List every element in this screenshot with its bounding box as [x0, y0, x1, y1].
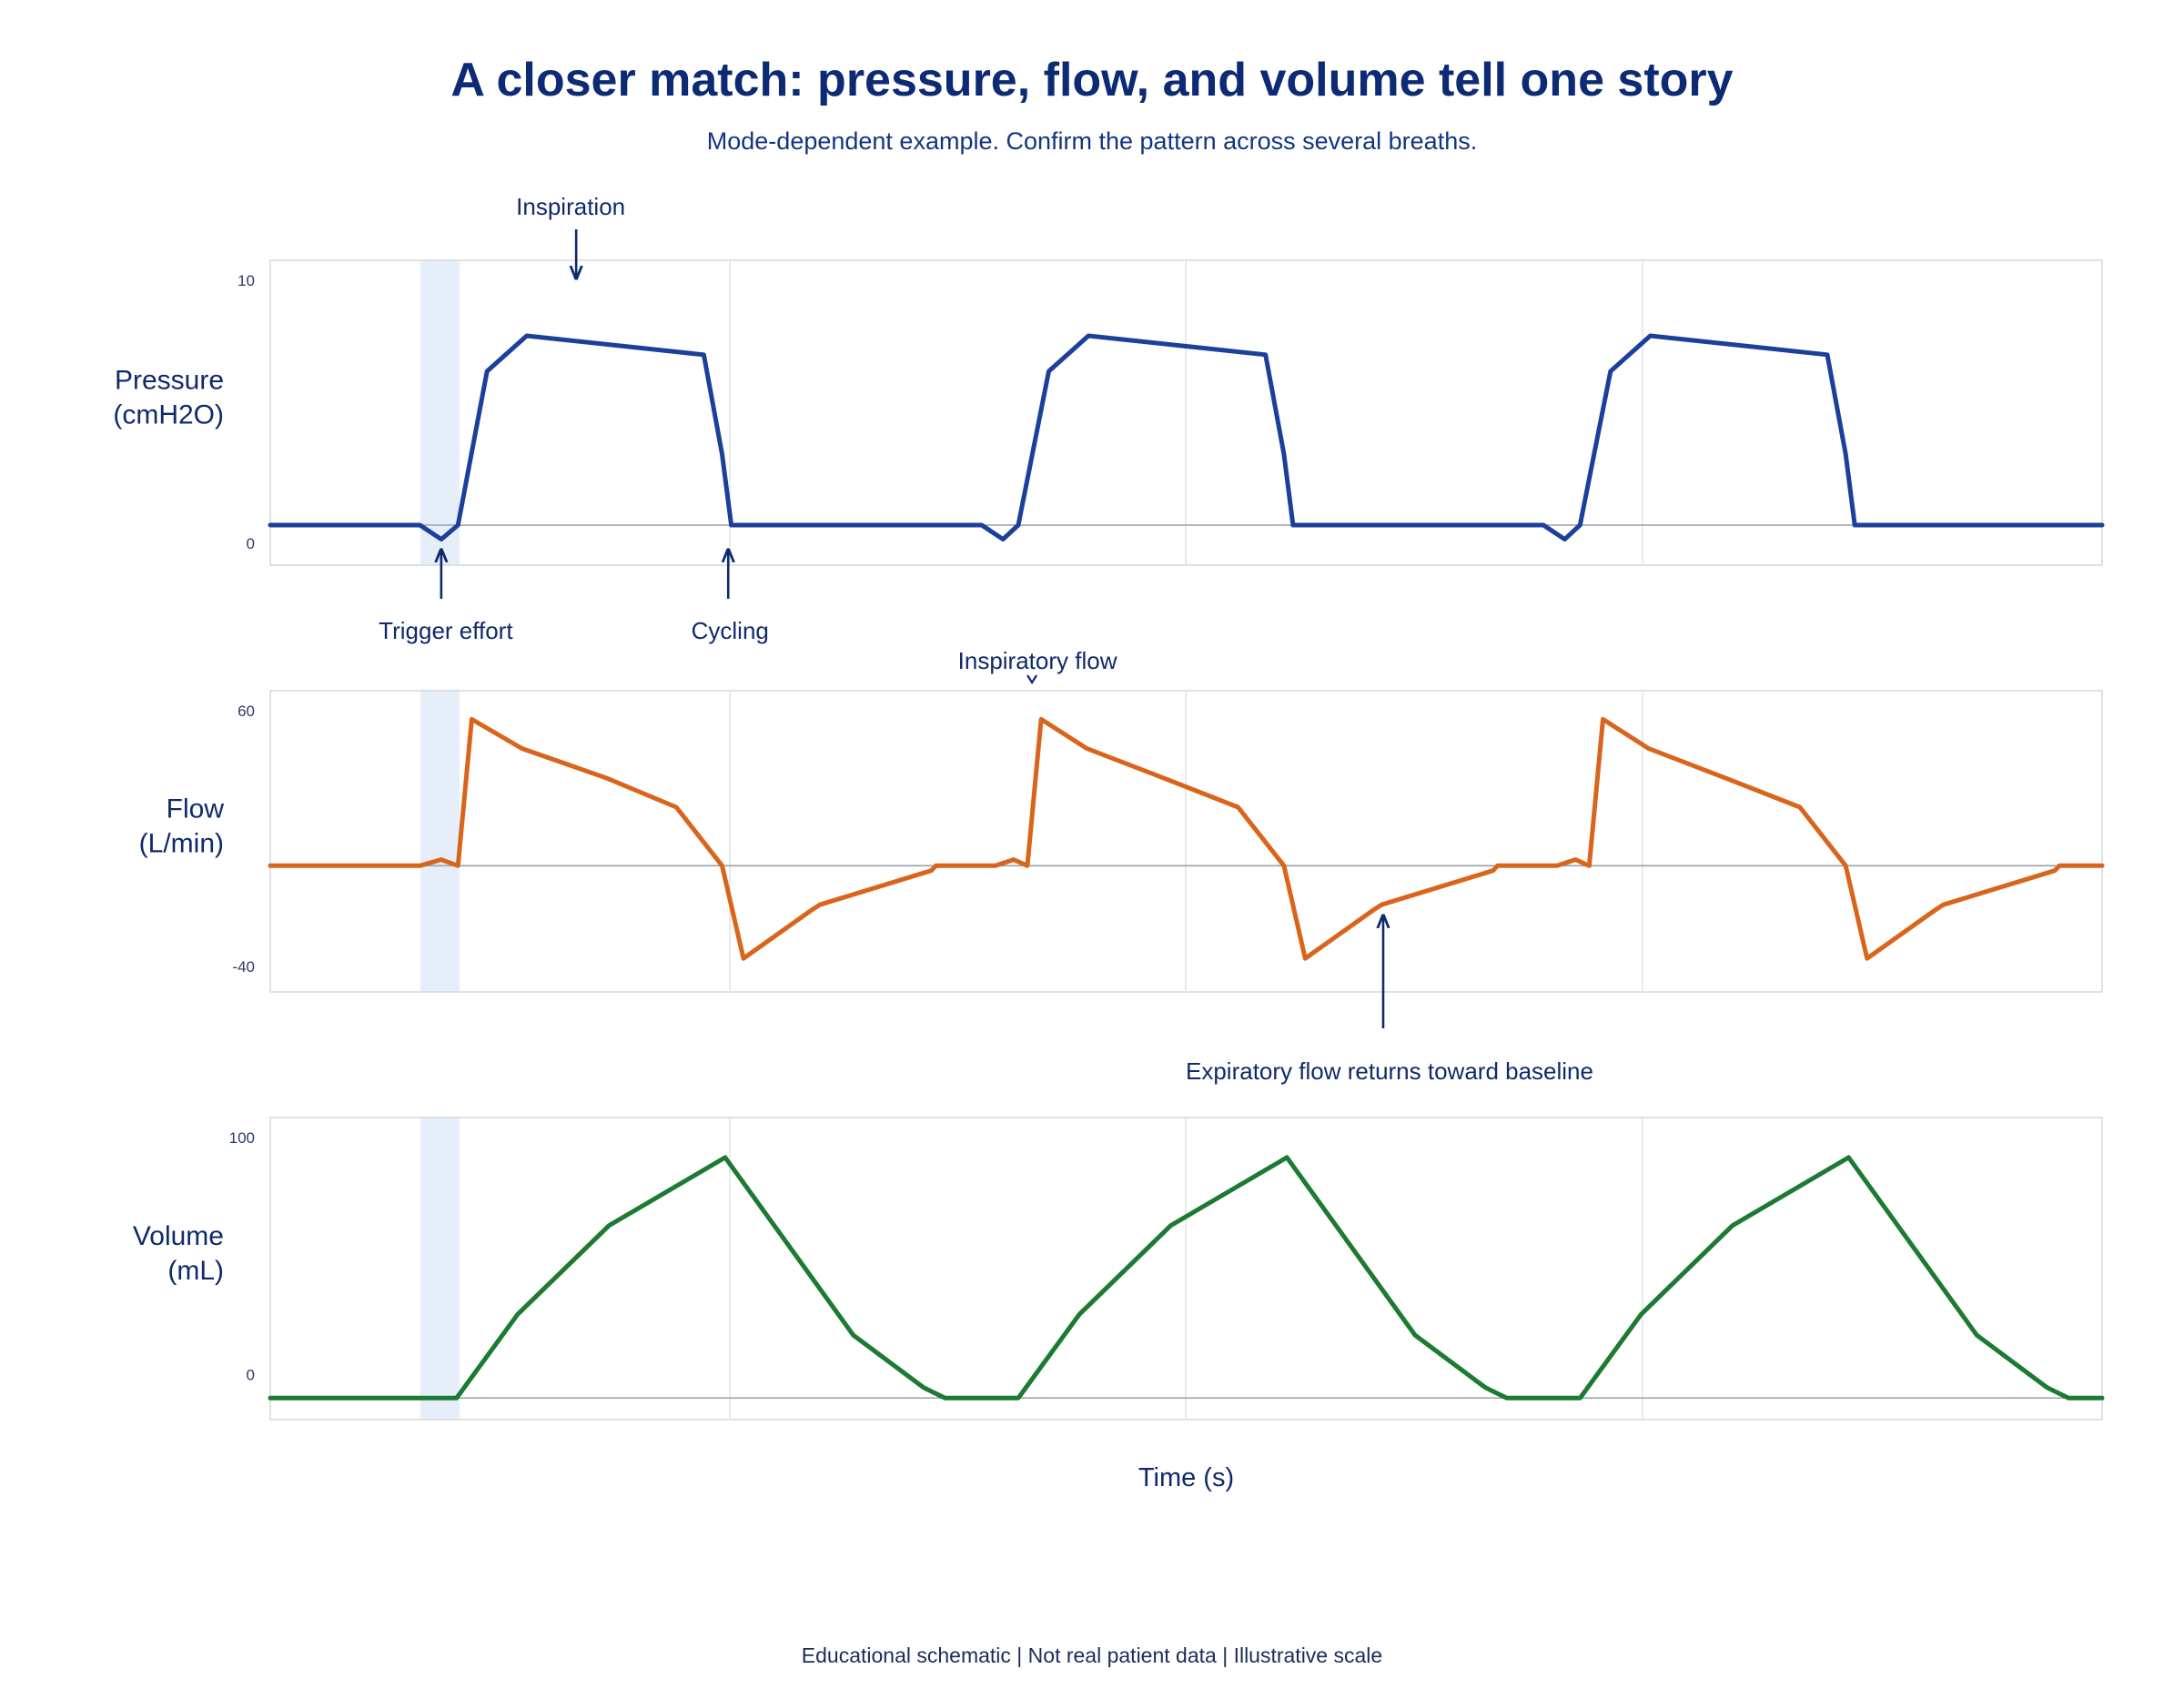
y-axis-unit: (L/min)	[139, 829, 224, 859]
flow-waveform	[268, 716, 2105, 961]
annotation-inspiration: Inspiration	[516, 193, 625, 278]
y-tick-label: 0	[247, 1366, 255, 1383]
annotation-text: Cycling	[692, 617, 769, 644]
volume-waveform	[268, 1155, 2105, 1401]
annotation-cycling: Cycling	[692, 550, 769, 644]
annotation-inspiratory-flow: Inspiratory flow	[958, 647, 1117, 685]
pressure-waveform	[268, 333, 2105, 542]
y-tick-label: 10	[238, 272, 255, 289]
y-axis-label: Volume	[133, 1221, 224, 1251]
annotation-text: Inspiratory flow	[958, 647, 1117, 674]
annotation-expiratory-flow-returns-toward-baseline: Expiratory flow returns toward baseline	[1186, 915, 1593, 1085]
y-axis-label: Flow	[167, 794, 225, 824]
volume-panel: 0 100 Volume (mL) Time (s)	[133, 1117, 2105, 1492]
chart-title: A closer match: pressure, flow, and volu…	[450, 54, 1734, 106]
y-tick-label: 100	[229, 1129, 255, 1147]
footnote: Educational schematic | Not real patient…	[801, 1643, 1383, 1667]
y-axis-unit: (cmH2O)	[113, 400, 224, 430]
y-tick-label: 0	[247, 535, 255, 552]
trigger-band	[420, 1118, 460, 1420]
y-axis-label: Pressure	[115, 366, 224, 396]
flow-panel: -40 60 Flow (L/min) Inspiratory flow Expirato…	[139, 647, 2105, 1085]
annotation-text: Trigger effort	[379, 617, 513, 644]
annotation-text: Inspiration	[516, 193, 625, 220]
annotation-trigger-effort: Trigger effort	[379, 550, 513, 644]
x-axis-label: Time (s)	[1138, 1463, 1234, 1492]
trigger-band	[420, 691, 460, 992]
y-tick-label: 60	[238, 703, 255, 720]
pressure-panel: 0 10 Pressure (cmH2O) Inspiration Trigger eff…	[113, 193, 2105, 644]
y-axis-unit: (mL)	[167, 1256, 224, 1286]
y-tick-label: -40	[232, 958, 255, 976]
annotation-text: Expiratory flow returns toward baseline	[1186, 1057, 1593, 1085]
trigger-band	[420, 260, 460, 565]
annotation-caret	[1026, 674, 1038, 685]
chart-subtitle: Mode-dependent example. Confirm the patt…	[706, 127, 1478, 155]
